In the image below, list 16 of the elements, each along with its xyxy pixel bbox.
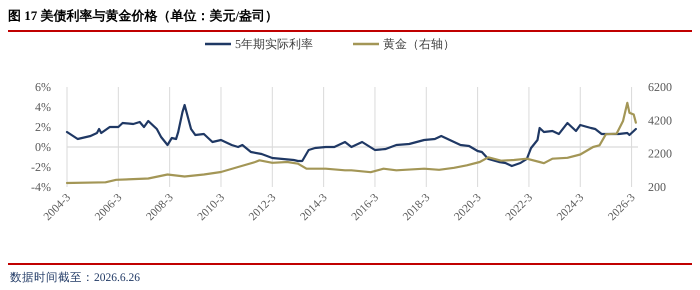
legend-label: 5年期实际利率 xyxy=(235,37,313,51)
y2-tick-label: 4200 xyxy=(648,113,672,128)
y-tick-label: -4% xyxy=(31,180,51,194)
y2-tick-label: 2200 xyxy=(648,146,672,161)
y2-tick-label: 200 xyxy=(648,180,666,194)
text: 数据时间截至：2026.6.26 xyxy=(10,271,140,284)
y-tick-label: -2% xyxy=(31,160,51,174)
line-series xyxy=(66,104,637,168)
line-series xyxy=(66,102,637,184)
y-tick-label: 2% xyxy=(35,120,51,134)
chart-title: 图 17 美债利率与黄金价格（单位：美元/盎司） xyxy=(8,8,278,23)
y-tick-label: 4% xyxy=(35,100,51,114)
y-tick-label: 0% xyxy=(35,140,51,154)
legend-label: 黄金（右轴） xyxy=(383,37,455,51)
y-tick-label: 6% xyxy=(35,80,51,94)
y2-tick-label: 6200 xyxy=(648,80,672,94)
